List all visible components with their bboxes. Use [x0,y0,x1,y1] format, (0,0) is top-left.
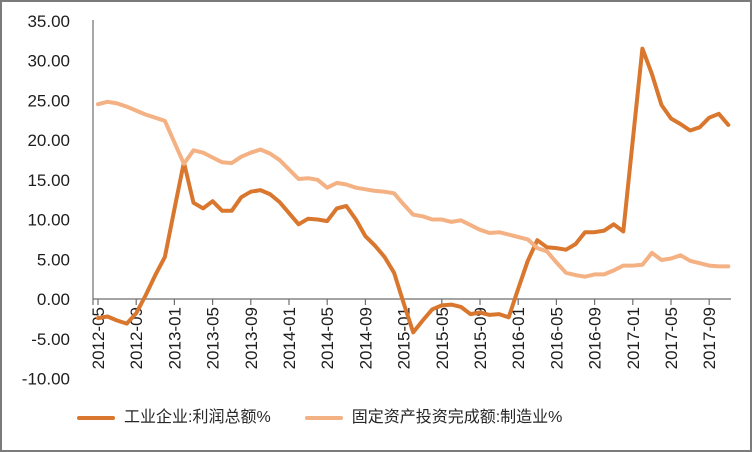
svg-text:2014-05: 2014-05 [318,307,337,369]
svg-text:2017-01: 2017-01 [624,307,643,369]
svg-text:2017-09: 2017-09 [700,307,719,369]
svg-text:20.00: 20.00 [27,131,70,150]
svg-text:2014-09: 2014-09 [356,307,375,369]
series-line-1 [96,99,731,279]
svg-text:-10.00: -10.00 [22,370,70,389]
series-line-0 [96,46,731,335]
svg-text:2016-09: 2016-09 [586,307,605,369]
axes [92,20,731,305]
legend-label-manufacturing-fai: 固定资产投资完成额:制造业% [351,409,563,426]
svg-text:-5.00: -5.00 [31,330,70,349]
svg-text:2013-05: 2013-05 [204,307,223,369]
svg-text:2017-05: 2017-05 [662,307,681,369]
svg-text:2012-05: 2012-05 [89,307,108,369]
svg-text:2015-05: 2015-05 [433,307,452,369]
svg-text:25.00: 25.00 [27,91,70,110]
svg-text:2015-09: 2015-09 [471,307,490,369]
legend-line-swatch-dark-orange [77,416,115,420]
svg-text:0.00: 0.00 [37,290,70,309]
x-axis-labels: 2012-05 2012-09 2013-01 2013-05 2013-09 2014-… [89,299,719,369]
chart-svg: 35.00 30.00 25.00 20.00 15.00 10.00 5.00 0.00 -5… [22,12,731,389]
svg-text:2012-09: 2012-09 [127,307,146,369]
svg-text:2014-01: 2014-01 [280,307,299,369]
legend-label-industrial-profit: 工业企业:利润总额% [124,409,271,426]
svg-text:2013-09: 2013-09 [242,307,261,369]
svg-text:5.00: 5.00 [37,250,70,269]
svg-text:35.00: 35.00 [27,12,70,31]
svg-text:10.00: 10.00 [27,211,70,230]
svg-text:30.00: 30.00 [27,52,70,71]
svg-text:15.00: 15.00 [27,171,70,190]
svg-text:2016-05: 2016-05 [547,307,566,369]
svg-text:2015-01: 2015-01 [395,307,414,369]
svg-text:2016-01: 2016-01 [509,307,528,369]
chart-legend: 工业企业:利润总额% 固定资产投资完成额:制造业% [77,407,562,429]
y-axis-labels: 35.00 30.00 25.00 20.00 15.00 10.00 5.00 0.00 -5… [22,12,70,389]
svg-text:2013-01: 2013-01 [165,307,184,369]
legend-line-swatch-light-orange [304,416,343,420]
legend-item-manufacturing-fai: 固定资产投资完成额:制造业% [304,407,563,429]
legend-item-industrial-profit: 工业企业:利润总额% [77,407,271,429]
